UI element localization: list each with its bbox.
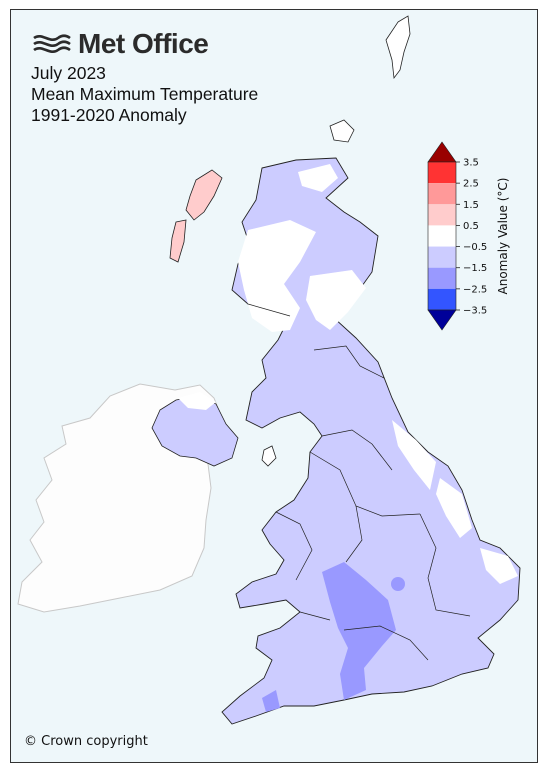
colorbar-tick-label: 2.5	[463, 179, 479, 190]
great-britain-landmass	[221, 157, 521, 725]
colorbar-under-triangle	[427, 309, 457, 331]
isle-of-man	[261, 445, 277, 467]
title-line-date: July 2023	[31, 63, 106, 83]
white-patch-highlands-east	[298, 164, 338, 192]
met-office-logo: Met Office	[32, 28, 209, 60]
orkney-islands	[329, 119, 355, 143]
brand-name: Met Office	[78, 28, 209, 59]
colorbar-tick-label: −2.5	[463, 284, 487, 295]
outer-hebrides-north	[185, 169, 223, 221]
colorbar: 3.5 2.5 1.5 0.5 −0.5 −1.5 −2.5 −3.5 Anomaly Valu…	[427, 141, 510, 331]
colorbar-segment	[428, 267, 456, 289]
colorbar-segment	[428, 162, 456, 184]
blue-patch-south-west-midlands	[322, 562, 396, 700]
colorbar-segment	[428, 246, 456, 268]
map-title: July 2023 Mean Maximum Temperature 1991-…	[31, 63, 258, 126]
colorbar-segment	[428, 225, 456, 247]
met-office-waves-icon	[33, 34, 71, 53]
copyright-notice: © Crown copyright	[24, 734, 148, 749]
blue-patch-cornwall	[262, 690, 280, 712]
blue-spot-midlands	[391, 577, 405, 591]
colorbar-over-triangle	[427, 141, 457, 163]
title-line-baseline: 1991-2020 Anomaly	[31, 105, 187, 125]
white-patch-northeast-england	[392, 420, 436, 490]
white-patch-east-coast	[436, 478, 472, 538]
colorbar-tick-label: −3.5	[463, 306, 487, 317]
colorbar-tick-label: −1.5	[463, 263, 487, 274]
outer-hebrides-south	[169, 219, 187, 263]
white-patch-east-anglia	[480, 548, 518, 584]
title-line-variable: Mean Maximum Temperature	[31, 84, 259, 104]
colorbar-tick-label: 0.5	[463, 221, 479, 232]
colorbar-tick-label: 1.5	[463, 200, 479, 211]
region-borders	[247, 303, 471, 661]
colorbar-tick-label: −0.5	[463, 242, 487, 253]
white-patch-central-scotland	[238, 220, 316, 332]
white-patch-east-scotland	[306, 270, 366, 330]
colorbar-segment	[428, 288, 456, 310]
shetland-islands	[385, 15, 411, 80]
ni-white-patch	[178, 392, 216, 410]
colorbar-tick-label: 3.5	[463, 158, 479, 169]
colorbar-label: Anomaly Value (°C)	[496, 178, 510, 295]
colorbar-segment	[428, 183, 456, 205]
colorbar-segment	[428, 204, 456, 226]
